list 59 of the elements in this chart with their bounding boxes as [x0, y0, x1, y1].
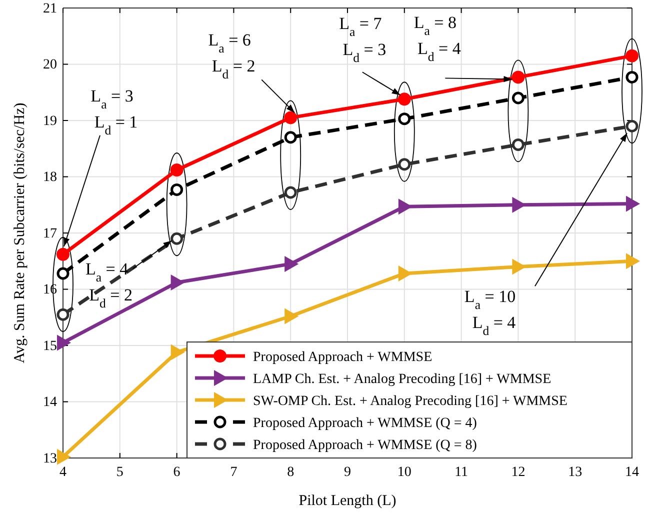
x-axis-title: Pilot Length (L) [298, 493, 396, 509]
y-tick-label: 19 [43, 114, 57, 129]
x-tick-label: 9 [344, 464, 351, 480]
point [626, 253, 640, 270]
point [398, 112, 411, 126]
y-axis-title: Avg. Sum Rate per Subcarrier (bits/sec/Hz) [12, 102, 28, 364]
y-tick-label: 14 [43, 395, 57, 410]
point [57, 448, 71, 465]
y-tick-label: 20 [43, 58, 57, 73]
x-tick-label: 11 [454, 464, 468, 480]
y-tick-label: 17 [43, 226, 57, 242]
y-tick-label: 18 [43, 170, 57, 186]
x-tick-label: 8 [287, 464, 294, 480]
x-tick-label: 10 [397, 464, 412, 480]
y-tick-label: 15 [43, 338, 57, 354]
point [170, 183, 184, 196]
legend-label: Proposed Approach + WMMSE (Q = 4) [253, 416, 478, 431]
point [284, 256, 299, 272]
y-tick-label: 21 [43, 1, 57, 16]
point [284, 111, 298, 124]
point [626, 120, 638, 132]
x-tick-label: 14 [625, 464, 639, 480]
annotation: L$_{a}$ = 7 L$_{d}$ = 3 [339, 14, 386, 66]
point [170, 274, 185, 290]
point [626, 70, 638, 84]
point [284, 131, 297, 144]
legend-label: Proposed Approach + WMMSE (Q = 8) [253, 438, 478, 453]
point [170, 232, 184, 245]
x-tick-label: 7 [230, 464, 238, 480]
point [57, 334, 71, 351]
point [284, 186, 297, 199]
point [398, 266, 412, 282]
annotation: L$_{a}$ = 3 L$_{d}$ = 1 [90, 86, 138, 138]
point [626, 196, 640, 212]
point [512, 70, 525, 84]
x-tick-label: 12 [511, 464, 526, 480]
point [626, 49, 638, 62]
legend-label: SW-OMP Ch. Est. + Analog Precoding [16] + WMMSE [253, 394, 568, 409]
point [56, 267, 70, 280]
point [398, 158, 411, 171]
point [56, 248, 70, 261]
point [512, 92, 524, 104]
legend-label: Proposed Approach + WMMSE [253, 350, 432, 365]
x-tick-label: 4 [60, 464, 66, 480]
point [398, 92, 411, 106]
point [284, 308, 299, 324]
annotation: L$_{a}$ = 4 L$_{d}$ = 2 [85, 260, 132, 311]
point [512, 138, 524, 151]
x-tick-label: 6 [173, 464, 180, 480]
point [56, 308, 70, 321]
annotation: L$_{a}$ = 8 L$_{d}$ = 4 [414, 13, 462, 64]
x-tick-label: 13 [568, 464, 582, 480]
annotation: L$_{a}$ = 6 L$_{d}$ = 2 [208, 30, 256, 82]
point [170, 164, 184, 176]
annotation: L$_{a}$ = 10 L$_{d}$ = 4 [464, 287, 516, 338]
y-tick-label: 13 [43, 451, 57, 466]
point [170, 344, 185, 360]
x-tick-label: 5 [116, 464, 124, 480]
legend-label: LAMP Ch. Est. + Analog Precoding [16] + WMMSE [253, 372, 552, 387]
